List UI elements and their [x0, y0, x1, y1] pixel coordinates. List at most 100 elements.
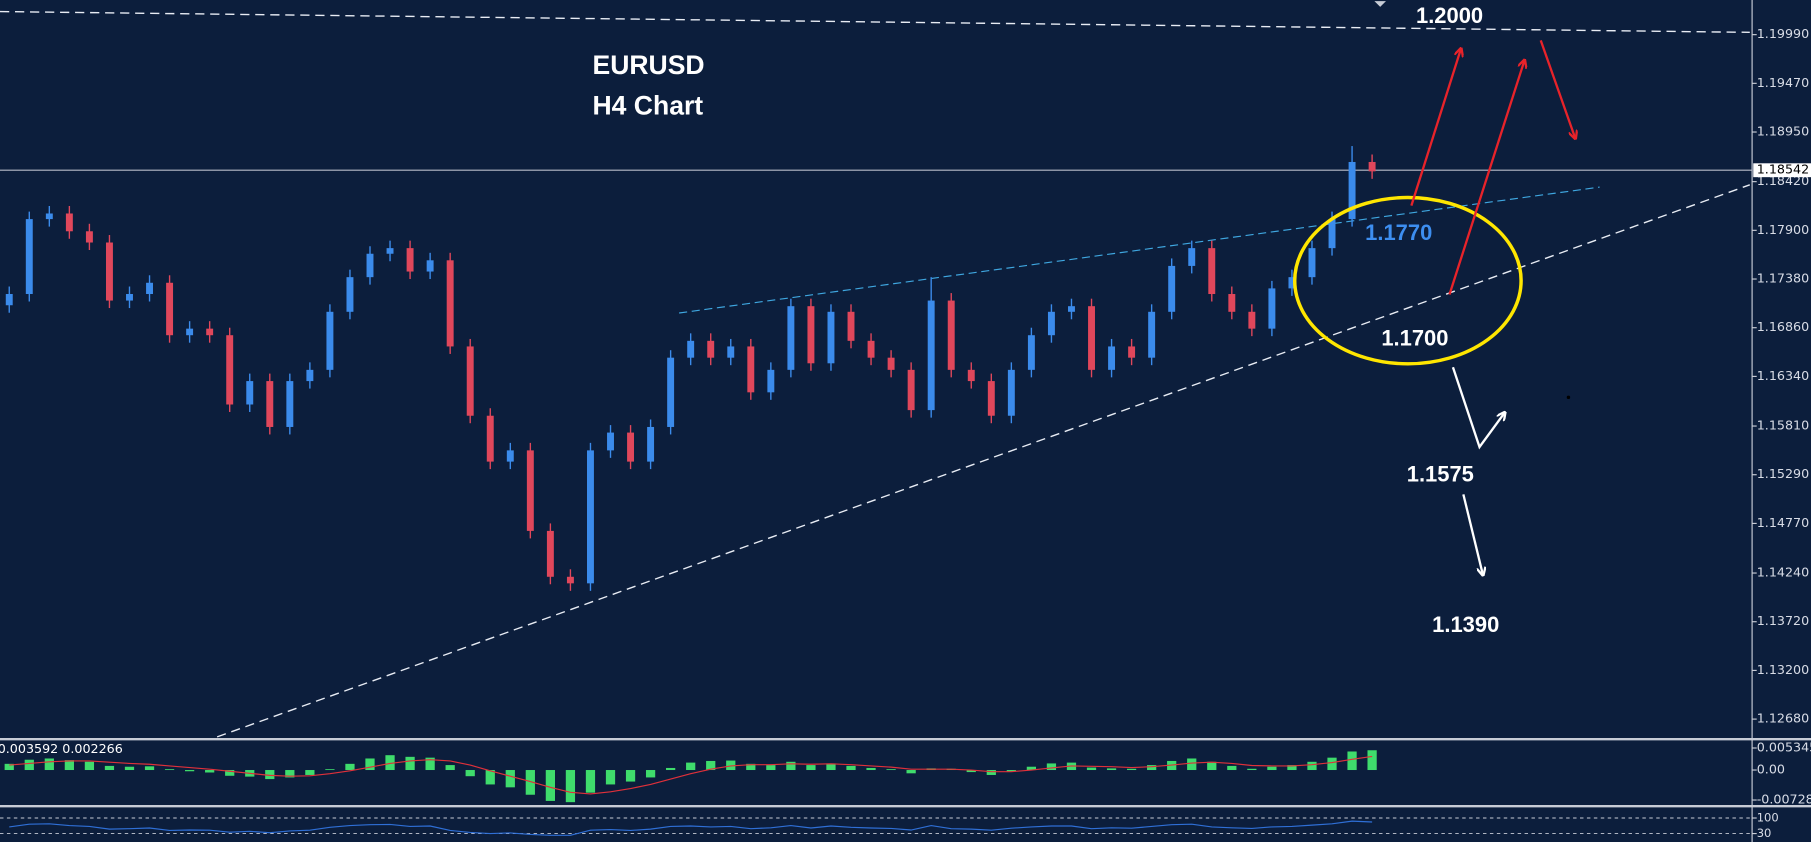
candle-body	[987, 381, 995, 416]
histogram-bar	[726, 760, 736, 771]
histogram-bar	[265, 770, 275, 780]
histogram-bar	[786, 761, 796, 771]
histogram-bar	[1106, 768, 1117, 771]
candle-body	[1208, 248, 1216, 295]
y-tick-label: 100	[1757, 811, 1779, 825]
current-price-box	[1753, 163, 1811, 178]
histogram-bar	[1207, 761, 1217, 771]
candle-body	[1027, 335, 1035, 370]
candle-body	[466, 346, 474, 416]
candle-body	[1088, 306, 1095, 370]
candle-body	[446, 260, 454, 347]
candle-body	[426, 260, 434, 272]
arrow	[1451, 366, 1505, 450]
candle-body	[887, 357, 895, 370]
histogram-bar	[1006, 770, 1016, 772]
candle-body	[85, 231, 93, 243]
histogram-bar	[425, 757, 435, 771]
histogram-bar	[545, 770, 555, 801]
histogram-bar	[746, 763, 756, 771]
candle-body	[647, 426, 655, 462]
histogram-bar	[706, 760, 716, 771]
candle-body	[907, 369, 915, 411]
histogram-bar	[285, 770, 295, 778]
y-tick-label: 1.14770	[1757, 515, 1809, 530]
candle-body	[867, 340, 875, 358]
candle-body	[306, 369, 314, 382]
candle-body	[1228, 294, 1236, 312]
chart-title: EURUSD	[593, 50, 705, 80]
candle-body	[827, 311, 835, 364]
histogram-bar	[1046, 763, 1057, 771]
candle-body	[326, 311, 334, 370]
histogram-bar	[184, 770, 195, 772]
annotation: 1.1700	[1381, 325, 1448, 350]
candle-body	[927, 300, 935, 411]
candle-body	[1348, 161, 1356, 220]
candle-body	[1368, 161, 1376, 172]
chart-subtitle: H4 Chart	[593, 90, 704, 120]
candle-body	[146, 282, 154, 295]
annotation: 1.1390	[1432, 612, 1499, 637]
candle-body	[246, 381, 254, 405]
y-tick-label: 1.18950	[1757, 124, 1809, 139]
histogram-bar	[625, 770, 636, 782]
candle-body	[266, 381, 274, 427]
candle-body	[346, 277, 354, 312]
arrow	[1448, 60, 1524, 295]
candle-body	[707, 340, 715, 358]
y-tick-label: 0.00	[1757, 762, 1785, 777]
y-tick-label: 1.14240	[1757, 565, 1809, 580]
arrow	[1539, 40, 1576, 138]
histogram-bar	[1086, 767, 1097, 771]
histogram-bar	[1267, 766, 1277, 771]
y-tick-label: 0.005345	[1757, 740, 1811, 755]
indicator-header: 0.003592 0.002266	[0, 741, 123, 756]
y-tick-label: 1.15810	[1757, 418, 1809, 433]
candle-body	[607, 432, 614, 451]
annotation: 1.1575	[1407, 462, 1474, 487]
arrow	[1462, 494, 1483, 575]
candle-body	[747, 346, 755, 393]
y-tick-label: 1.15290	[1757, 466, 1809, 481]
y-tick-label: -0.007281	[1757, 792, 1811, 807]
y-tick-label: 1.19470	[1757, 75, 1809, 90]
histogram-bar	[846, 765, 856, 771]
histogram-bar	[1187, 758, 1197, 771]
y-tick-label: 30	[1757, 826, 1772, 840]
histogram-bar	[1287, 765, 1297, 771]
highlight-ellipse	[1292, 195, 1523, 366]
histogram-bar	[1367, 750, 1377, 771]
histogram-bar	[826, 763, 836, 771]
current-price-label: 1.18542	[1757, 162, 1809, 177]
histogram-bar	[205, 770, 215, 773]
histogram-bar	[986, 770, 996, 775]
candle-body	[967, 369, 975, 382]
histogram-bar	[44, 758, 54, 771]
histogram-bar	[866, 767, 876, 771]
histogram-bar	[766, 765, 776, 771]
candle-body	[847, 311, 855, 341]
channel-line	[679, 186, 1600, 314]
candle-body	[1068, 306, 1075, 312]
candle-body	[366, 253, 374, 278]
candle-body	[166, 282, 174, 336]
candle-body	[787, 306, 795, 370]
histogram-bar	[565, 770, 576, 803]
histogram-bar	[666, 767, 676, 771]
histogram-bar	[966, 770, 976, 773]
candle-body	[45, 213, 53, 220]
candle-body	[1268, 288, 1276, 329]
histogram-bar	[305, 770, 315, 775]
annotation: 1.1770	[1365, 220, 1432, 245]
candle-body	[1128, 346, 1136, 358]
candle-body	[5, 294, 13, 306]
candle-body	[105, 242, 113, 301]
histogram-bar	[124, 766, 135, 771]
candle-body	[1288, 277, 1296, 289]
arrow	[1410, 49, 1461, 206]
histogram-bar	[4, 763, 14, 771]
support-trendline	[216, 184, 1751, 738]
histogram-bar	[64, 760, 74, 771]
